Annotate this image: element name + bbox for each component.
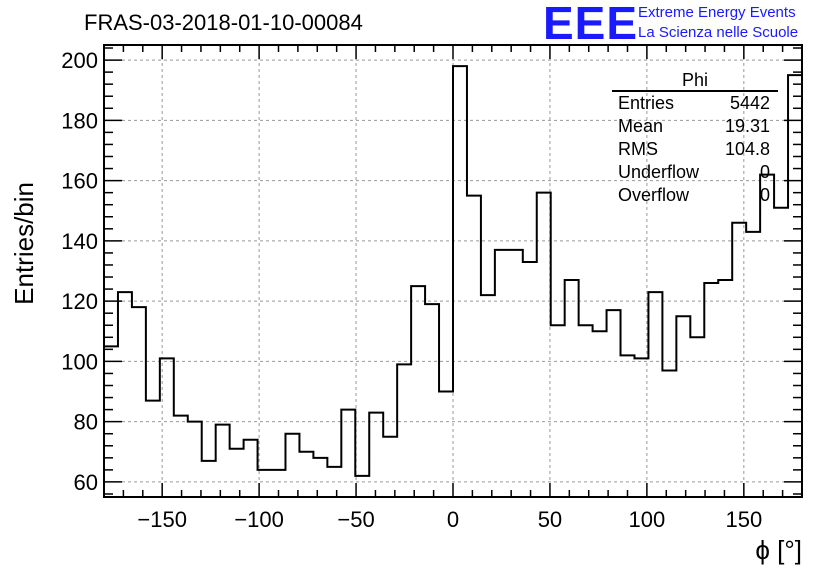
stats-value: 0: [759, 185, 770, 205]
stats-row-mean: Mean 19.31: [612, 115, 778, 138]
stats-row-overflow: Overflow 0: [612, 184, 778, 207]
y-axis-label: Entries/bin: [9, 182, 39, 305]
stats-box: Phi Entries 5442 Mean 19.31 RMS 104.8 Un…: [612, 70, 778, 207]
y-tick-label: 140: [61, 229, 98, 254]
stats-row-underflow: Underflow 0: [612, 161, 778, 184]
x-tick-label: −100: [234, 507, 284, 532]
logo-line-2: La Scienza nelle Scuole: [638, 24, 799, 41]
stats-row-entries: Entries 5442: [612, 92, 778, 115]
stats-value: 19.31: [724, 116, 770, 136]
y-tick-label: 180: [61, 108, 98, 133]
plot-frame: [103, 44, 803, 498]
y-tick-label: 100: [61, 349, 98, 374]
tick-labels: −150 −100 −50 0 50 100 150 60 80 100 120 140 160 180 2…: [61, 48, 762, 532]
x-tick-label: 0: [447, 507, 459, 532]
stats-row-rms: RMS 104.8: [612, 138, 778, 161]
x-tick-label: −150: [137, 507, 187, 532]
chart-title: FRAS-03-2018-01-10-00084: [84, 10, 363, 35]
stats-key: RMS: [618, 139, 658, 159]
y-axis-label-wrap: Entries/bin: [9, 182, 39, 305]
stats-key: Mean: [618, 116, 664, 136]
logo-line-1: Extreme Energy Events: [638, 4, 796, 21]
x-tick-label: 50: [538, 507, 562, 532]
axis-ticks: [103, 45, 803, 497]
stats-key: Underflow: [618, 162, 700, 182]
y-tick-label: 120: [61, 289, 98, 314]
stats-title: Phi: [612, 70, 778, 92]
x-tick-label: 100: [629, 507, 666, 532]
x-axis-label: ϕ [°]: [755, 535, 802, 565]
eee-logo: EEE: [543, 0, 639, 49]
y-tick-label: 80: [74, 410, 98, 435]
histogram-line: [104, 65, 802, 477]
stats-value: 5442: [729, 93, 770, 113]
x-tick-label: 150: [725, 507, 762, 532]
x-tick-label: −50: [337, 507, 374, 532]
y-tick-label: 60: [74, 470, 98, 495]
stats-key: Overflow: [618, 185, 690, 205]
y-tick-label: 200: [61, 48, 98, 73]
stats-value: 0: [759, 162, 770, 182]
stats-key: Entries: [618, 93, 675, 113]
y-tick-label: 160: [61, 169, 98, 194]
stats-value: 104.8: [724, 139, 770, 159]
